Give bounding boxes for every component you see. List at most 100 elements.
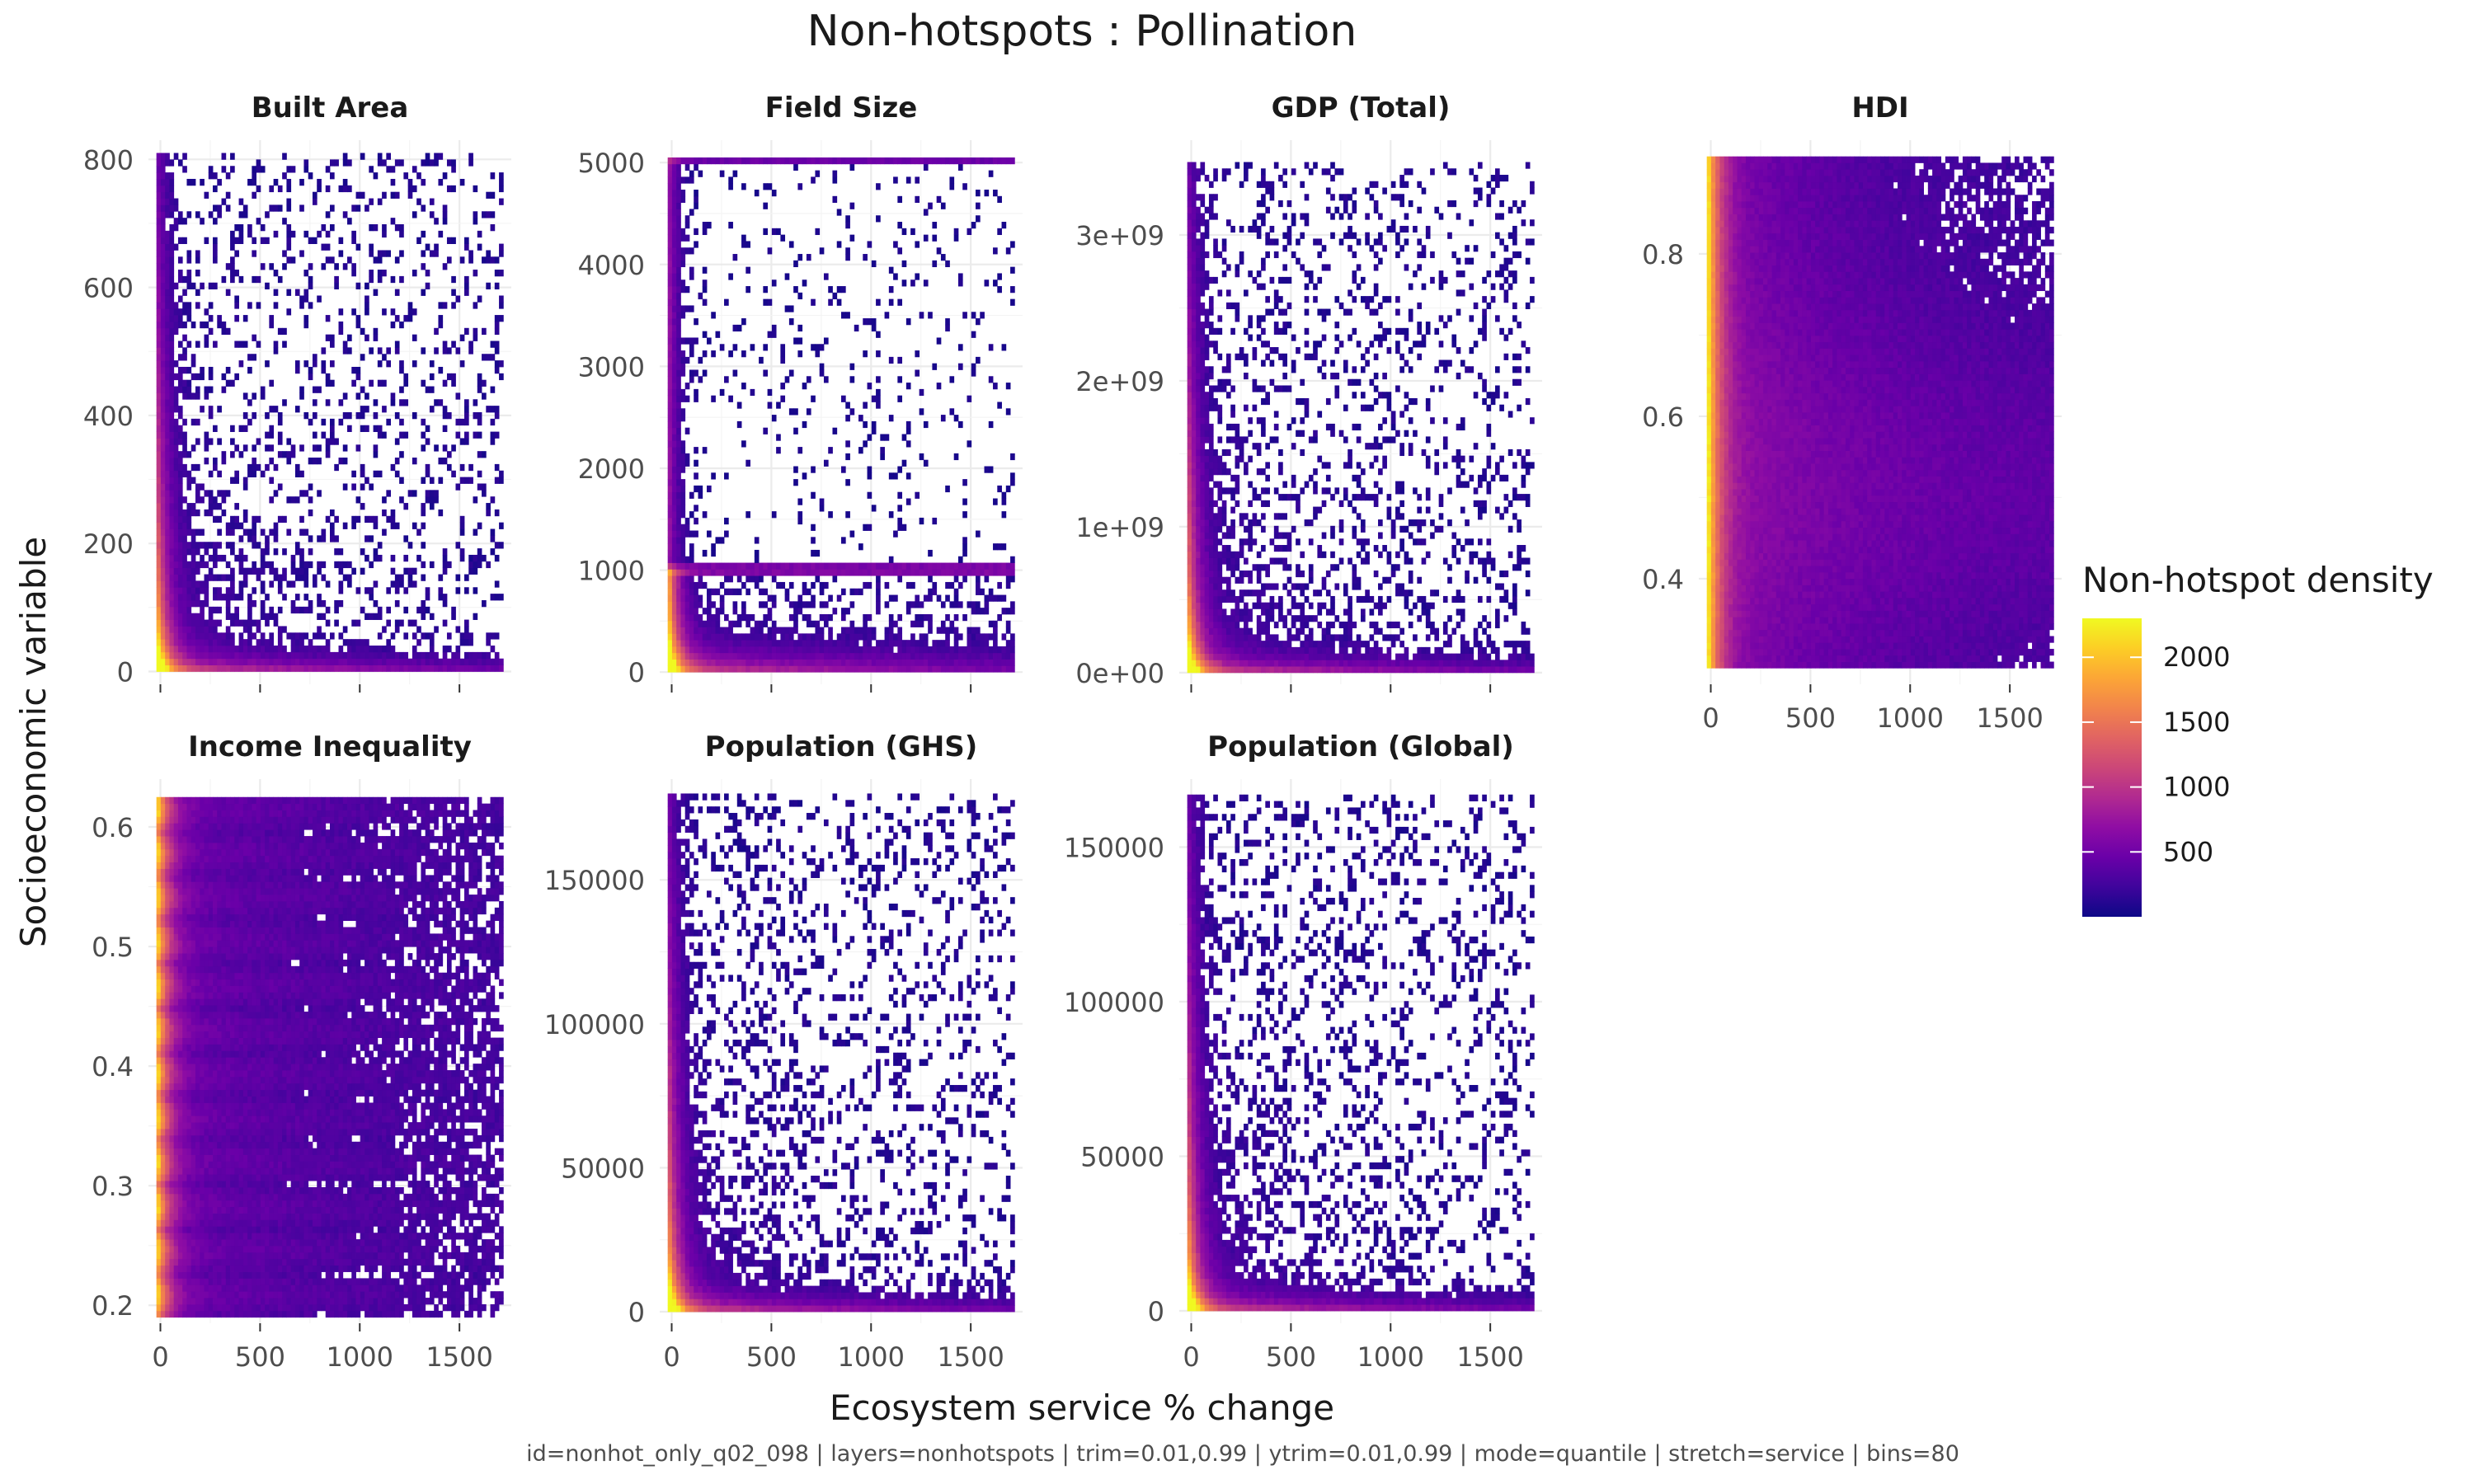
heatmap-cell bbox=[286, 185, 292, 193]
heatmap-cell bbox=[771, 633, 777, 641]
heatmap-cell bbox=[759, 627, 764, 634]
heatmap-cell bbox=[230, 594, 235, 601]
heatmap-cell bbox=[334, 651, 339, 660]
heatmap-cell bbox=[711, 312, 716, 319]
heatmap-cell bbox=[1187, 322, 1192, 329]
heatmap-cell bbox=[464, 665, 469, 672]
heatmap-cell bbox=[1308, 641, 1314, 648]
heatmap-cell bbox=[1191, 385, 1197, 392]
heatmap-cell bbox=[373, 451, 379, 458]
heatmap-cell bbox=[871, 652, 877, 660]
heatmap-cell bbox=[165, 185, 170, 193]
heatmap-cell bbox=[788, 613, 794, 622]
heatmap-cell bbox=[1217, 646, 1223, 655]
heatmap-cell bbox=[953, 665, 959, 673]
y-tick-label: 800 bbox=[83, 144, 134, 176]
heatmap-cell bbox=[286, 438, 292, 445]
heatmap-cell bbox=[165, 554, 170, 562]
heatmap-cell bbox=[863, 652, 868, 660]
heatmap-cell bbox=[694, 588, 698, 595]
heatmap-cell bbox=[217, 619, 222, 627]
heatmap-cell bbox=[377, 379, 383, 387]
heatmap-cell bbox=[303, 230, 309, 238]
heatmap-cell bbox=[671, 190, 677, 197]
heatmap-cell bbox=[1317, 641, 1323, 648]
heatmap-cell bbox=[303, 651, 309, 660]
y-tick-label: 600 bbox=[83, 273, 134, 304]
heatmap-cell bbox=[849, 601, 855, 608]
heatmap-cell bbox=[182, 646, 187, 653]
heatmap-cell bbox=[1213, 168, 1218, 176]
heatmap-cell bbox=[1235, 615, 1240, 622]
heatmap-cell bbox=[957, 556, 963, 563]
heatmap-cell bbox=[342, 483, 348, 491]
heatmap-cell bbox=[962, 575, 967, 583]
heatmap-cell bbox=[1208, 494, 1214, 501]
heatmap-cell bbox=[160, 243, 166, 251]
heatmap-cell bbox=[967, 652, 972, 660]
heatmap-cell bbox=[884, 581, 890, 589]
heatmap-cell bbox=[876, 215, 881, 223]
heatmap-cell bbox=[811, 581, 816, 589]
heatmap-cell bbox=[269, 204, 275, 212]
heatmap-cell bbox=[976, 627, 981, 634]
heatmap-cell bbox=[1261, 219, 1266, 227]
heatmap-cell bbox=[993, 620, 998, 627]
heatmap-cell bbox=[1230, 646, 1235, 655]
heatmap-cell bbox=[165, 509, 170, 517]
heatmap-cell bbox=[1191, 455, 1197, 463]
heatmap-cell bbox=[160, 646, 166, 653]
heatmap-cell bbox=[676, 543, 681, 551]
heatmap-cell bbox=[486, 256, 491, 264]
heatmap-cell bbox=[694, 485, 698, 493]
heatmap-cell bbox=[177, 658, 183, 666]
heatmap-cell bbox=[1317, 653, 1323, 660]
heatmap-cell bbox=[442, 444, 448, 452]
heatmap-cell bbox=[325, 230, 331, 238]
heatmap-cell bbox=[234, 594, 239, 601]
facet-title: Built Area bbox=[252, 92, 409, 124]
heatmap-cell bbox=[1010, 608, 1015, 615]
heatmap-cell bbox=[719, 581, 725, 589]
heatmap-cell bbox=[260, 237, 266, 244]
heatmap-cell bbox=[676, 524, 681, 531]
heatmap-cell bbox=[867, 646, 872, 654]
heatmap-cell bbox=[238, 619, 244, 627]
heatmap-cell bbox=[689, 620, 694, 627]
heatmap-cell bbox=[442, 599, 448, 608]
heatmap-cell bbox=[464, 289, 469, 296]
heatmap-cell bbox=[932, 234, 938, 242]
heatmap-cell bbox=[230, 567, 235, 575]
heatmap-cell bbox=[303, 646, 309, 653]
heatmap-cell bbox=[282, 250, 287, 257]
heatmap-cell bbox=[390, 178, 396, 186]
heatmap-cell bbox=[1304, 404, 1310, 411]
heatmap-cell bbox=[997, 402, 1002, 409]
heatmap-cell bbox=[940, 659, 946, 666]
heatmap-cell bbox=[165, 204, 170, 212]
heatmap-cell bbox=[1317, 602, 1323, 609]
heatmap-cell bbox=[689, 640, 694, 647]
heatmap-cell bbox=[1191, 519, 1197, 527]
heatmap-cell bbox=[849, 234, 855, 242]
heatmap-cell bbox=[213, 463, 218, 472]
heatmap-cell bbox=[169, 289, 175, 296]
heatmap-cell bbox=[1265, 232, 1270, 239]
heatmap-cell bbox=[190, 392, 196, 400]
heatmap-cell bbox=[369, 535, 374, 542]
heatmap-cell bbox=[294, 606, 300, 614]
heatmap-cell bbox=[1191, 225, 1197, 233]
heatmap-cell bbox=[988, 665, 994, 673]
heatmap-cell bbox=[1196, 462, 1201, 469]
heatmap-cell bbox=[442, 340, 448, 348]
heatmap-cell bbox=[1217, 538, 1223, 546]
heatmap-cell bbox=[1261, 653, 1266, 660]
heatmap-cell bbox=[464, 399, 469, 406]
heatmap-cell bbox=[680, 627, 686, 634]
heatmap-cell bbox=[407, 658, 413, 666]
heatmap-cell bbox=[213, 282, 218, 290]
heatmap-cell bbox=[330, 528, 335, 536]
heatmap-cell bbox=[169, 542, 175, 549]
heatmap-cell bbox=[905, 562, 911, 570]
heatmap-cell bbox=[976, 530, 981, 538]
